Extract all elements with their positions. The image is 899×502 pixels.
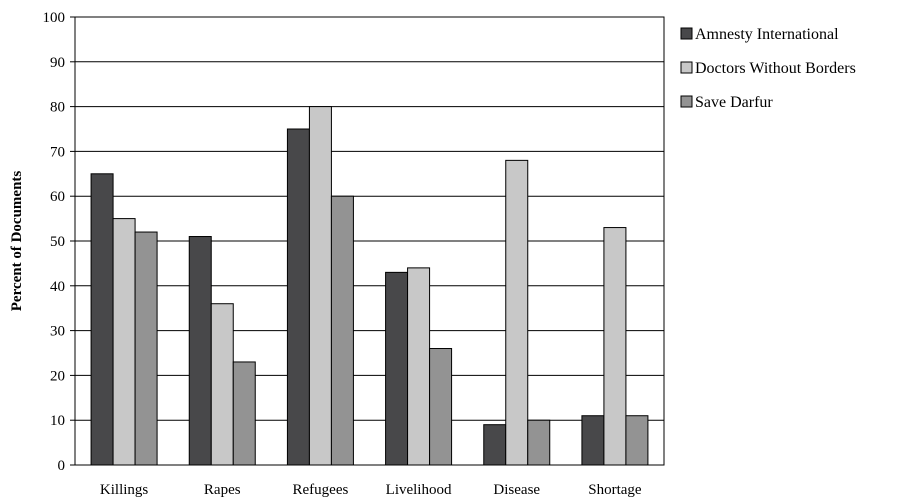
bar-killings-0 xyxy=(90,173,114,466)
x-tick-label: Killings xyxy=(100,482,149,498)
bar-livelihood-2 xyxy=(429,348,453,466)
bar-killings-2 xyxy=(134,231,158,466)
y-tick-label: 80 xyxy=(50,100,65,116)
y-tick-label: 0 xyxy=(58,458,66,474)
y-tick-label: 20 xyxy=(50,368,65,384)
bar-killings-1 xyxy=(112,218,136,466)
bar-rapes-2 xyxy=(232,361,256,466)
legend-label: Doctors Without Borders xyxy=(695,60,856,77)
legend-swatch xyxy=(680,61,693,74)
y-tick-label: 30 xyxy=(50,324,65,340)
y-tick-label: 100 xyxy=(43,10,66,26)
bar-disease-1 xyxy=(505,159,529,466)
bar-disease-2 xyxy=(527,419,551,466)
bar-livelihood-0 xyxy=(385,271,409,466)
legend-label: Save Darfur xyxy=(695,94,773,111)
bar-shortage-2 xyxy=(625,415,649,466)
bar-shortage-0 xyxy=(581,415,605,466)
gridlines xyxy=(75,61,664,421)
x-tick-label: Disease xyxy=(493,482,540,498)
y-tick-label: 50 xyxy=(50,234,65,250)
x-axis-ticks: Killings Rapes Refugees Livelihood Disease Sh… xyxy=(100,482,642,498)
bar-refugees-1 xyxy=(308,106,332,466)
legend-swatch xyxy=(680,95,693,108)
legend: Amnesty International Doctors Without Bor… xyxy=(680,26,856,111)
y-tick-label: 90 xyxy=(50,55,65,71)
x-tick-label: Shortage xyxy=(588,482,642,498)
y-axis-ticks: 0 10 20 30 40 50 60 70 80 90 100 xyxy=(43,10,75,474)
y-tick-label: 70 xyxy=(50,144,65,160)
bar-shortage-1 xyxy=(603,227,627,466)
bar-livelihood-1 xyxy=(407,267,431,466)
x-tick-label: Refugees xyxy=(293,482,349,498)
y-tick-label: 40 xyxy=(50,279,65,295)
bar-refugees-0 xyxy=(286,128,310,466)
bar-disease-0 xyxy=(483,424,507,466)
legend-swatch xyxy=(680,27,693,40)
y-tick-label: 10 xyxy=(50,413,65,429)
bar-refugees-2 xyxy=(330,195,354,466)
x-tick-label: Rapes xyxy=(204,482,241,498)
x-tick-label: Livelihood xyxy=(386,482,452,498)
bars xyxy=(90,106,649,466)
legend-label: Amnesty International xyxy=(695,26,839,43)
bar-rapes-1 xyxy=(210,303,234,466)
y-tick-label: 60 xyxy=(50,189,65,205)
bar-rapes-0 xyxy=(188,236,212,466)
y-axis-title: Percent of Documents xyxy=(9,171,25,312)
